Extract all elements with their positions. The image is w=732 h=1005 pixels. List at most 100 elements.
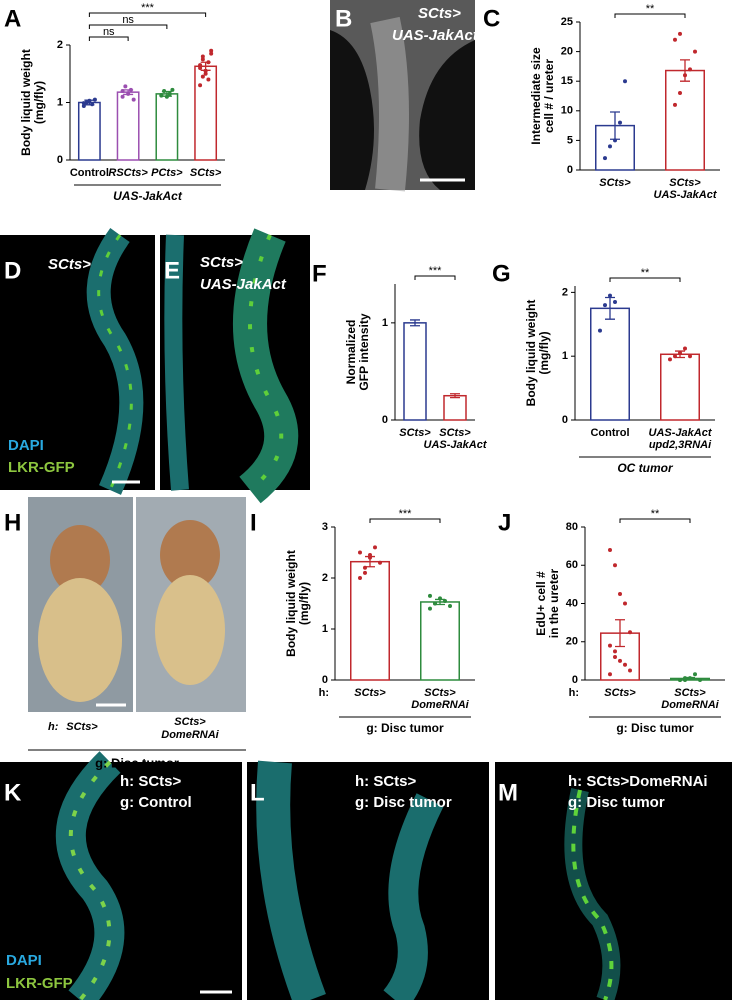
y-tick-label: 1 <box>57 96 63 108</box>
data-point <box>362 570 367 575</box>
y-tick-label: 20 <box>561 46 573 58</box>
y-tick-label: 3 <box>322 521 328 533</box>
y-tick-label: 2 <box>322 572 328 584</box>
y-axis-label: Body liquid weight <box>524 300 538 407</box>
data-point <box>693 672 698 677</box>
error-bar <box>675 350 685 359</box>
error-bar <box>410 319 420 327</box>
data-point <box>357 576 362 580</box>
y-tick-label: 10 <box>561 105 573 117</box>
data-point <box>597 328 602 333</box>
group-label: g: Disc tumor <box>616 721 694 735</box>
y-tick-label: 40 <box>566 597 578 609</box>
y-axis-label: Body liquid weight <box>19 49 33 156</box>
error-bar <box>365 555 375 568</box>
data-point <box>612 563 617 568</box>
data-point <box>170 87 175 92</box>
significance-bracket <box>88 12 207 17</box>
panel-label: C <box>483 5 500 32</box>
data-point <box>618 591 622 596</box>
y-tick-label: 1 <box>322 623 328 635</box>
x-tick-label: SCts> <box>399 427 431 439</box>
bar <box>194 65 218 161</box>
panel-label: D <box>4 257 21 284</box>
y-tick-label: 20 <box>566 636 578 648</box>
data-point <box>623 601 628 606</box>
error-bar <box>680 59 690 82</box>
image-d: SCts> DAPI LKR-GFP <box>0 227 155 495</box>
data-point <box>427 606 432 611</box>
data-point <box>198 63 203 68</box>
data-point <box>688 354 693 359</box>
data-point <box>688 67 693 72</box>
caption: SCts> <box>418 5 461 22</box>
y-axis-label: Body liquid weight <box>284 550 298 657</box>
image-l: h: SCts> g: Disc tumor <box>247 760 489 1005</box>
y-tick-label: 0 <box>57 154 63 166</box>
y-axis-label: EdU+ cell # <box>534 571 548 636</box>
image-h <box>28 497 246 751</box>
data-point <box>209 51 214 56</box>
data-point <box>672 37 677 42</box>
data-point <box>378 560 383 565</box>
caption: g: Control <box>120 794 192 811</box>
y-axis-label: (mg/fly) <box>297 582 311 625</box>
x-tick-label: PCts> <box>151 167 183 179</box>
error-bar <box>200 61 211 71</box>
data-point <box>677 31 682 36</box>
bar <box>420 601 460 681</box>
significance-label: ** <box>651 508 660 520</box>
image-b: SCts> UAS-JakAct <box>330 0 479 192</box>
data-point <box>623 79 628 84</box>
error-bar <box>685 676 695 681</box>
caption: h: SCts> <box>120 773 182 790</box>
significance-label: ns <box>122 14 134 26</box>
y-tick-label: 2 <box>57 39 63 51</box>
bar <box>660 353 700 421</box>
x-tick-label: UAS-JakAct <box>424 439 488 451</box>
data-point <box>200 57 205 62</box>
significance-bracket <box>614 13 686 18</box>
x-tick-label: SCts> <box>604 687 636 699</box>
data-point <box>613 299 618 304</box>
panel-label: I <box>250 509 257 536</box>
y-tick-label: 0 <box>562 414 568 426</box>
legend-gfp: LKR-GFP <box>6 975 73 992</box>
data-point <box>683 346 688 351</box>
error-bar <box>84 99 95 106</box>
data-point <box>427 593 432 598</box>
group-label: UAS-JakAct <box>113 189 183 203</box>
caption: SCts> <box>48 256 91 273</box>
x-tick-label: DomeRNAi <box>411 699 469 711</box>
error-bar <box>123 89 134 96</box>
data-point <box>373 545 378 550</box>
panel-label: H <box>4 509 21 536</box>
caption: h: SCts> <box>355 773 417 790</box>
group-label: g: Disc tumor <box>95 755 179 770</box>
bar <box>665 69 705 171</box>
y-axis-label: Intermediate size <box>529 47 543 145</box>
data-point <box>198 83 203 88</box>
y-tick-label: 1 <box>562 350 568 362</box>
error-bar <box>610 111 620 140</box>
x-tick-label: upd2,3RNAi <box>649 439 712 451</box>
error-bar <box>435 598 445 606</box>
caption: UAS-JakAct <box>200 276 287 293</box>
x-tick-label: SCts> <box>669 177 701 189</box>
error-bar <box>450 393 460 399</box>
panel-label: K <box>4 779 22 806</box>
x-tick-label: SCts> <box>674 687 706 699</box>
significance-label: ** <box>646 3 655 15</box>
data-point <box>612 649 617 654</box>
data-point <box>120 94 125 99</box>
panel-label: F <box>312 260 327 287</box>
data-point <box>667 357 672 362</box>
data-point <box>612 655 617 660</box>
y-tick-label: 0 <box>322 674 328 686</box>
x-tick-label: Control <box>590 427 629 439</box>
bar <box>77 101 101 161</box>
y-axis-label: in the ureter <box>547 569 561 639</box>
row-prefix: h: <box>48 721 59 733</box>
data-point <box>602 156 607 161</box>
